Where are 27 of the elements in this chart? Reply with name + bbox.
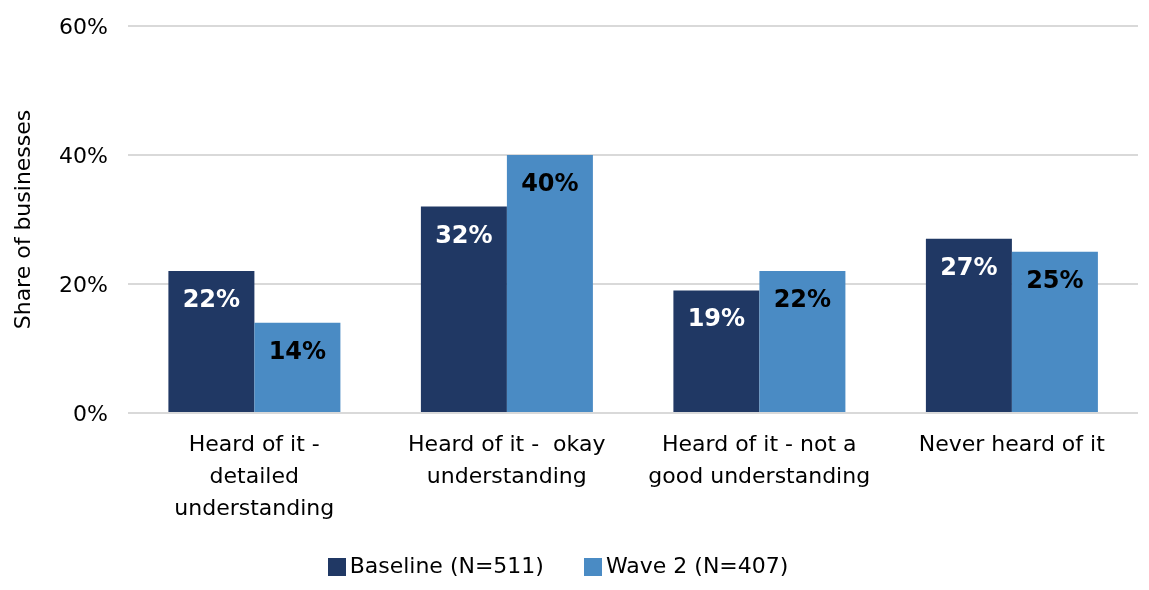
y-tick-label: 40% bbox=[59, 142, 108, 168]
data-label: 32% bbox=[435, 220, 493, 249]
bar bbox=[168, 271, 255, 413]
data-label: 22% bbox=[773, 285, 832, 314]
data-label: 14% bbox=[268, 336, 327, 365]
data-label: 19% bbox=[687, 304, 746, 333]
legend-label: Baseline (N=511) bbox=[349, 553, 544, 578]
y-axis-title: Share of businesses bbox=[9, 109, 35, 330]
bar bbox=[420, 206, 507, 413]
bar bbox=[1011, 251, 1098, 413]
data-label: 22% bbox=[182, 285, 241, 314]
data-label: 25% bbox=[1026, 265, 1084, 294]
data-label: 40% bbox=[521, 169, 579, 197]
y-tick-label: 20% bbox=[59, 271, 108, 297]
bar bbox=[254, 322, 341, 413]
bar bbox=[759, 271, 846, 413]
y-tick-label: 60% bbox=[59, 13, 108, 39]
legend-label: Wave 2 (N=407) bbox=[605, 553, 789, 578]
x-tick-label: Never heard of it bbox=[918, 431, 1106, 456]
bar bbox=[506, 155, 593, 413]
bar bbox=[925, 238, 1012, 413]
data-label: 27% bbox=[940, 252, 998, 281]
bar bbox=[673, 290, 760, 413]
y-tick-label: 0% bbox=[73, 400, 108, 426]
x-tick-label: Heard of it - not a good understanding bbox=[648, 431, 871, 488]
x-tick-label: Heard of it - okay understanding bbox=[408, 431, 606, 488]
x-tick-label: Heard of it - detailed understanding bbox=[174, 431, 335, 520]
